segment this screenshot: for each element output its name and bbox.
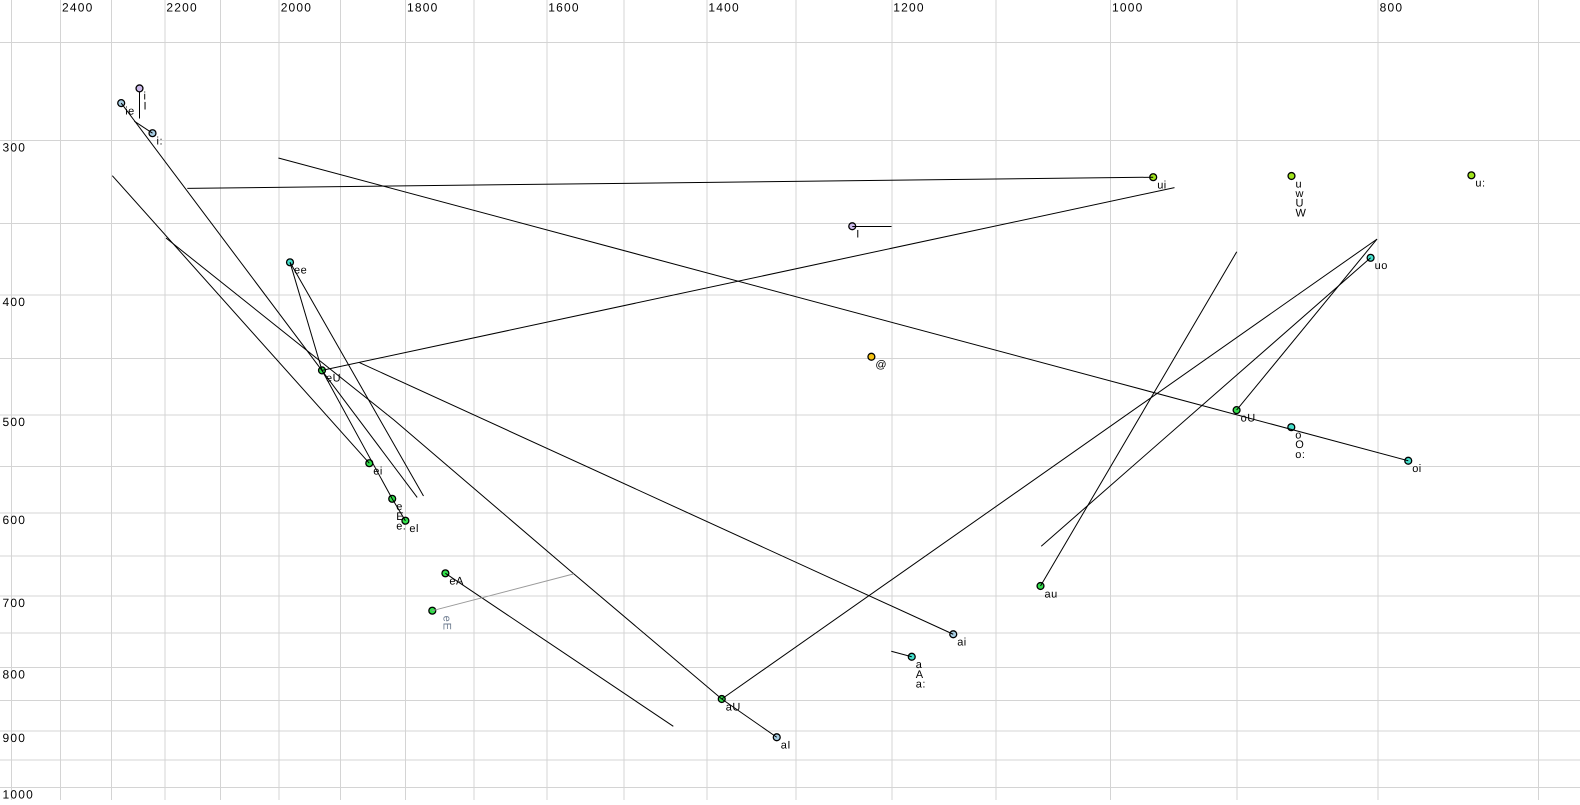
svg-text:800: 800 xyxy=(3,668,27,682)
svg-text:i: i xyxy=(144,91,147,103)
svg-text:1600: 1600 xyxy=(548,1,580,15)
svg-text:aU: aU xyxy=(726,701,741,713)
svg-text:e:: e: xyxy=(396,521,406,533)
svg-text:400: 400 xyxy=(3,295,27,309)
svg-text:2200: 2200 xyxy=(166,1,198,15)
svg-text:eE: eE xyxy=(440,616,452,631)
svg-text:1000: 1000 xyxy=(1112,1,1144,15)
svg-text:600: 600 xyxy=(3,513,27,527)
svg-text:1800: 1800 xyxy=(407,1,439,15)
svg-text:@: @ xyxy=(875,359,887,371)
svg-text:300: 300 xyxy=(3,140,27,154)
svg-text:1000: 1000 xyxy=(3,788,35,800)
svg-text:a:: a: xyxy=(916,678,926,690)
svg-text:ie: ie xyxy=(125,105,135,117)
svg-text:U: U xyxy=(1296,198,1304,210)
svg-text:700: 700 xyxy=(3,596,27,610)
svg-text:800: 800 xyxy=(1380,1,1404,15)
svg-text:au: au xyxy=(1045,588,1058,600)
svg-text:E: E xyxy=(396,511,404,523)
svg-text:aI: aI xyxy=(781,740,791,752)
svg-text:eA: eA xyxy=(449,576,464,588)
svg-text:a: a xyxy=(916,659,923,671)
svg-text:O: O xyxy=(1295,439,1304,451)
svg-text:eU: eU xyxy=(326,373,341,385)
svg-text:W: W xyxy=(1296,207,1307,219)
svg-text:e: e xyxy=(396,501,403,513)
svg-text:ai: ai xyxy=(957,637,967,649)
svg-text:i:: i: xyxy=(157,136,164,148)
svg-text:500: 500 xyxy=(3,415,27,429)
svg-text:1200: 1200 xyxy=(893,1,925,15)
svg-text:ei: ei xyxy=(373,466,383,478)
svg-text:A: A xyxy=(916,669,924,681)
svg-text:w: w xyxy=(1295,188,1304,200)
svg-text:ui: ui xyxy=(1157,180,1167,192)
svg-text:u: u xyxy=(1296,178,1303,190)
svg-text:uo: uo xyxy=(1375,260,1388,272)
svg-text:el: el xyxy=(409,523,419,535)
svg-text:1400: 1400 xyxy=(708,1,740,15)
svg-text:2000: 2000 xyxy=(281,1,313,15)
svg-text:o:: o: xyxy=(1295,449,1305,461)
svg-text:I: I xyxy=(856,229,860,241)
svg-text:2400: 2400 xyxy=(62,1,94,15)
svg-text:oi: oi xyxy=(1412,463,1422,475)
svg-text:I: I xyxy=(144,100,148,112)
svg-text:oU: oU xyxy=(1241,412,1256,424)
svg-text:u:: u: xyxy=(1475,178,1485,190)
svg-text:ee: ee xyxy=(294,265,307,277)
svg-text:o: o xyxy=(1295,430,1302,442)
svg-text:900: 900 xyxy=(3,731,27,745)
